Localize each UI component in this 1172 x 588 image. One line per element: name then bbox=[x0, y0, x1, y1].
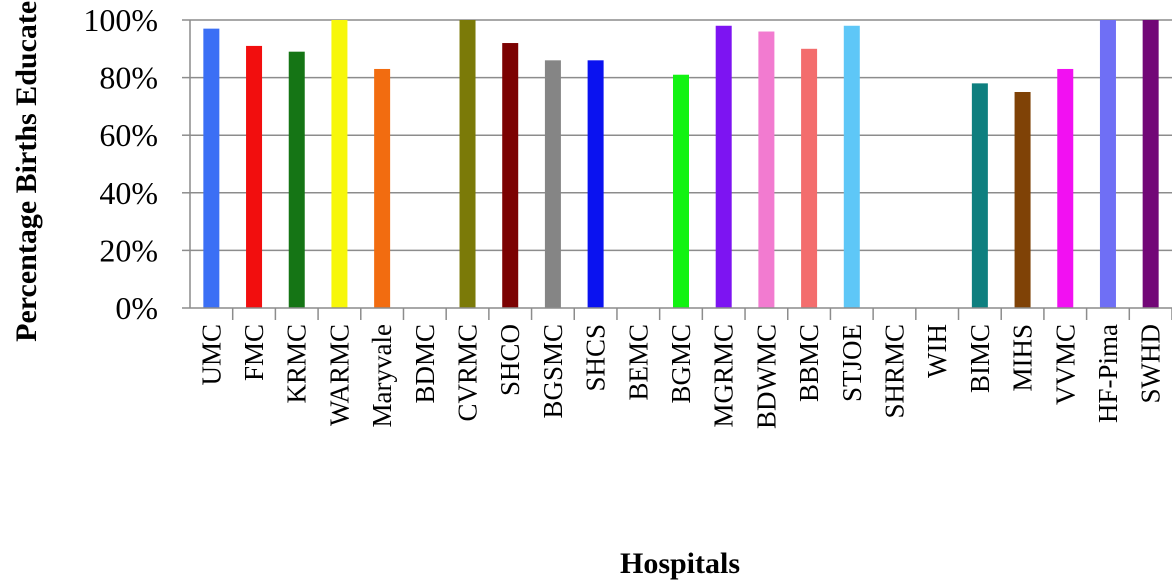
bar-swhd bbox=[1142, 20, 1159, 308]
x-tick-label: MIHS bbox=[1008, 324, 1038, 392]
x-tick-label: STJOE bbox=[837, 324, 867, 402]
bar-vvmc bbox=[1057, 68, 1074, 309]
x-axis-title: Hospitals bbox=[620, 547, 740, 580]
y-axis-title: Percentage Births Educated bbox=[10, 0, 43, 342]
bar-umc bbox=[203, 28, 220, 308]
bar-shcs bbox=[587, 60, 604, 308]
y-tick-label: 0% bbox=[115, 290, 158, 326]
bar-bbmc bbox=[801, 48, 818, 309]
x-tick-label: CVRMC bbox=[453, 324, 483, 422]
bar-krmc bbox=[288, 51, 305, 309]
bar-stjoe bbox=[843, 25, 860, 308]
bar-maryvale bbox=[374, 68, 391, 309]
bar-fmc bbox=[246, 45, 263, 309]
x-tick-label: BIMC bbox=[965, 324, 995, 393]
x-tick-label: FMC bbox=[239, 324, 269, 381]
y-tick-label: 20% bbox=[99, 232, 158, 268]
x-tick-label: VVMC bbox=[1050, 324, 1080, 405]
x-tick-label: BGSMC bbox=[538, 324, 568, 419]
bar-shco bbox=[502, 43, 519, 308]
bar-bgsmc bbox=[544, 60, 561, 308]
x-tick-labels: UMC FMC KRMC WARMC Maryvale BDMC CVRMC SHCO BGSM… bbox=[196, 324, 1165, 429]
bar-mgrmc bbox=[715, 25, 732, 308]
y-tick-label: 60% bbox=[99, 117, 158, 153]
x-tick-label: BBMC bbox=[794, 324, 824, 402]
bar-hf-pima bbox=[1099, 20, 1116, 308]
y-tick-label: 80% bbox=[99, 60, 158, 96]
y-tick-labels: 0% 20% 40% 60% 80% 100% bbox=[83, 2, 158, 326]
bar-warmc bbox=[331, 20, 348, 308]
axes bbox=[182, 19, 1172, 320]
x-tick-label: BDMC bbox=[410, 324, 440, 404]
x-tick-label: HF-Pima bbox=[1093, 324, 1123, 423]
x-tick-label: WIH bbox=[922, 324, 952, 378]
y-tick-label: 40% bbox=[99, 175, 158, 211]
x-tick-label: BGMC bbox=[666, 324, 696, 404]
x-tick-label: WARMC bbox=[324, 324, 354, 426]
x-tick-label: UMC bbox=[196, 324, 226, 386]
bars bbox=[203, 20, 1159, 309]
bar-bgmc bbox=[673, 74, 689, 308]
bar-bdwmc bbox=[758, 31, 775, 309]
bar-bimc bbox=[971, 83, 988, 308]
x-tick-label: MGRMC bbox=[709, 324, 739, 428]
x-tick-label: BEMC bbox=[623, 324, 653, 401]
x-tick-label: SHCS bbox=[581, 324, 611, 392]
bar-mihs bbox=[1014, 92, 1031, 308]
x-tick-label: Maryvale bbox=[367, 324, 397, 427]
x-tick-label: SHRMC bbox=[879, 324, 909, 419]
x-tick-label: SWHD bbox=[1136, 324, 1166, 404]
x-tick-label: SHCO bbox=[495, 324, 525, 396]
y-tick-label: 100% bbox=[83, 2, 158, 38]
bar-cvrmc bbox=[459, 20, 476, 308]
x-tick-label: BDWMC bbox=[751, 324, 781, 429]
x-tick-label: KRMC bbox=[282, 324, 312, 404]
